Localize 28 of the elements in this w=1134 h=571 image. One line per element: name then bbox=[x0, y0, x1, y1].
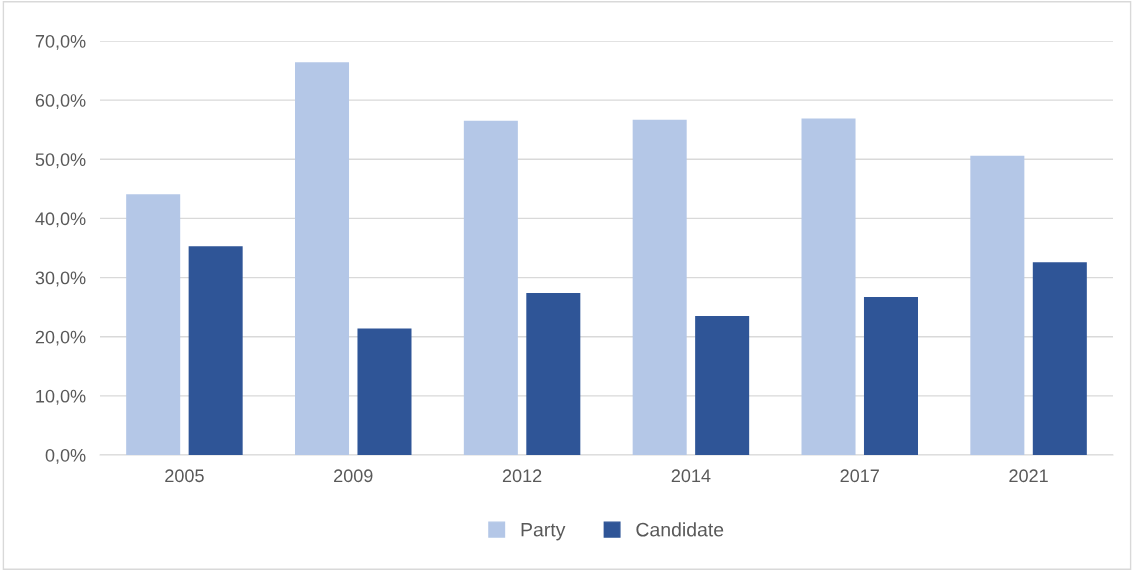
bar bbox=[463, 120, 518, 455]
y-tick-label: 70,0% bbox=[35, 34, 86, 50]
x-tick-label: 2021 bbox=[1009, 469, 1048, 483]
x-tick-label: 2009 bbox=[334, 469, 373, 483]
y-tick-label: 10,0% bbox=[36, 389, 86, 405]
y-tick-label: 40,0% bbox=[35, 212, 86, 228]
bar bbox=[295, 62, 350, 455]
y-tick-label: 30,0% bbox=[35, 271, 86, 287]
bar bbox=[970, 155, 1025, 455]
x-tick-label: 2005 bbox=[165, 469, 204, 483]
y-tick-label: 50,0% bbox=[35, 153, 86, 169]
bar bbox=[126, 194, 181, 455]
bar bbox=[1032, 262, 1087, 455]
legend-label: Party bbox=[521, 523, 566, 541]
y-tick-label: 20,0% bbox=[35, 330, 86, 346]
bar bbox=[863, 297, 918, 455]
legend-label: Candidate bbox=[636, 522, 724, 537]
x-tick-label: 2014 bbox=[671, 469, 711, 483]
x-tick-label: 2012 bbox=[502, 469, 542, 483]
y-tick-label: 0,0% bbox=[45, 448, 86, 464]
bar bbox=[357, 328, 412, 455]
bar bbox=[632, 119, 687, 455]
x-tick-label: 2017 bbox=[840, 469, 879, 483]
bar bbox=[695, 316, 750, 455]
bar bbox=[526, 292, 581, 455]
y-tick-label: 60,0% bbox=[35, 94, 86, 109]
bar bbox=[188, 246, 243, 455]
bar bbox=[801, 118, 856, 455]
